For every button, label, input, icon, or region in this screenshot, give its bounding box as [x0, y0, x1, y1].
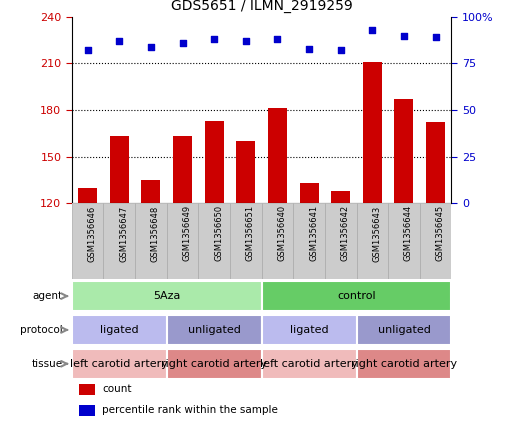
Point: [273, 36, 282, 43]
Text: GSM1356641: GSM1356641: [309, 205, 318, 261]
Bar: [388, 203, 420, 279]
Text: control: control: [337, 291, 376, 301]
Bar: [142, 180, 161, 203]
Bar: [199, 203, 230, 279]
Bar: [104, 203, 135, 279]
Point: [115, 38, 124, 44]
Bar: [72, 203, 104, 279]
Text: GSM1356651: GSM1356651: [246, 205, 255, 261]
Bar: [293, 203, 325, 279]
Point: [210, 36, 219, 43]
Bar: [262, 349, 357, 379]
Bar: [135, 203, 167, 279]
Point: [242, 38, 250, 44]
Point: [400, 32, 408, 39]
Text: left carotid artery: left carotid artery: [260, 359, 358, 369]
Bar: [80, 384, 94, 395]
Text: tissue: tissue: [31, 359, 63, 369]
Bar: [300, 183, 319, 203]
Text: GSM1356650: GSM1356650: [214, 205, 223, 261]
Bar: [110, 136, 129, 203]
Bar: [167, 203, 199, 279]
Bar: [173, 136, 192, 203]
Bar: [167, 349, 262, 379]
Text: GSM1356640: GSM1356640: [278, 205, 286, 261]
Bar: [357, 203, 388, 279]
Title: GDS5651 / ILMN_2919259: GDS5651 / ILMN_2919259: [171, 0, 352, 13]
Bar: [72, 281, 262, 311]
Point: [337, 47, 345, 54]
Bar: [230, 203, 262, 279]
Point: [84, 47, 92, 54]
Text: GSM1356644: GSM1356644: [404, 205, 413, 261]
Bar: [236, 141, 255, 203]
Text: GSM1356646: GSM1356646: [88, 205, 96, 261]
Bar: [420, 203, 451, 279]
Bar: [426, 122, 445, 203]
Text: GSM1356642: GSM1356642: [341, 205, 350, 261]
Text: unligated: unligated: [378, 325, 430, 335]
Text: ligated: ligated: [290, 325, 328, 335]
Bar: [72, 349, 167, 379]
Bar: [167, 315, 262, 345]
Text: unligated: unligated: [188, 325, 241, 335]
Text: agent: agent: [32, 291, 63, 301]
Text: GSM1356648: GSM1356648: [151, 205, 160, 261]
Point: [147, 43, 155, 50]
Text: percentile rank within the sample: percentile rank within the sample: [102, 405, 278, 415]
Bar: [331, 191, 350, 203]
Text: left carotid artery: left carotid artery: [70, 359, 168, 369]
Text: 5Aza: 5Aza: [153, 291, 181, 301]
Text: GSM1356649: GSM1356649: [183, 205, 191, 261]
Bar: [262, 315, 357, 345]
Bar: [325, 203, 357, 279]
Point: [179, 40, 187, 47]
Text: right carotid artery: right carotid artery: [161, 359, 267, 369]
Bar: [72, 315, 167, 345]
Text: GSM1356643: GSM1356643: [372, 205, 381, 261]
Bar: [262, 281, 451, 311]
Bar: [268, 108, 287, 203]
Bar: [205, 121, 224, 203]
Point: [368, 27, 377, 33]
Text: protocol: protocol: [19, 325, 63, 335]
Bar: [363, 62, 382, 203]
Text: count: count: [102, 384, 132, 394]
Bar: [78, 187, 97, 203]
Point: [305, 45, 313, 52]
Point: [431, 34, 440, 41]
Text: right carotid artery: right carotid artery: [351, 359, 457, 369]
Bar: [394, 99, 413, 203]
Bar: [262, 203, 293, 279]
Bar: [80, 405, 94, 416]
Bar: [357, 349, 451, 379]
Bar: [357, 315, 451, 345]
Text: GSM1356645: GSM1356645: [436, 205, 445, 261]
Text: GSM1356647: GSM1356647: [119, 205, 128, 261]
Text: ligated: ligated: [100, 325, 139, 335]
